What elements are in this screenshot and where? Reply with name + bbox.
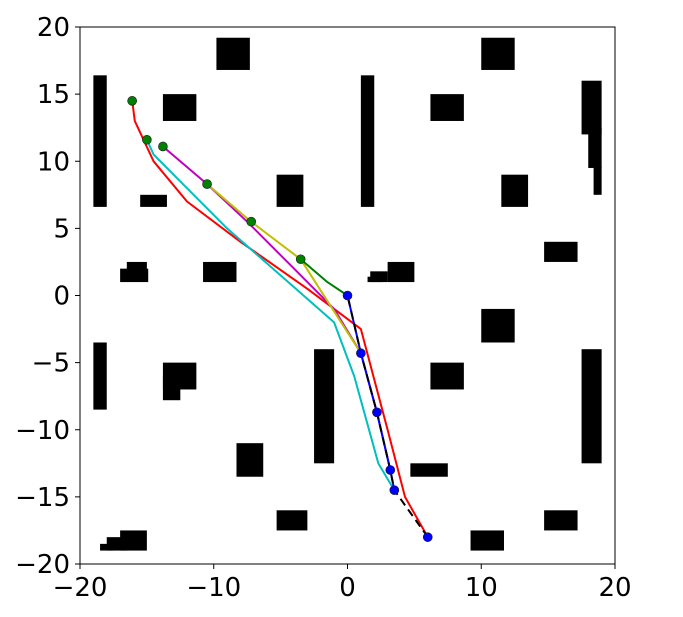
obstacle-3	[162, 94, 197, 121]
obstacle-19	[481, 308, 515, 343]
obstacle-8	[593, 166, 602, 195]
obstacle-15	[203, 261, 237, 283]
x-axis: −20 −10 0 10 20	[53, 564, 632, 603]
y-tick-label-7: −15	[15, 483, 70, 513]
y-tick-label-8: −20	[15, 550, 70, 580]
series-line-3	[206, 183, 362, 355]
obstacle-13	[126, 261, 147, 272]
obstacle-32	[100, 543, 114, 551]
obstacle-17	[367, 276, 383, 283]
waypoint-1-0	[127, 96, 137, 106]
obstacle-4	[360, 75, 375, 207]
obstacle-12	[544, 241, 578, 262]
waypoint-0-2	[372, 407, 382, 418]
series-line-6	[346, 295, 429, 538]
series-layer	[131, 99, 429, 539]
waypoint-0-4	[389, 485, 400, 495]
waypoint-1-2	[158, 141, 168, 152]
y-tick-label-1: 15	[37, 80, 70, 110]
y-tick-label-0: 20	[37, 13, 70, 43]
x-tick-label-0: −20	[53, 573, 108, 603]
obstacle-11	[501, 174, 529, 207]
obstacle-33	[470, 530, 504, 551]
points-layer	[127, 96, 433, 542]
obstacle-2	[93, 75, 107, 207]
obstacle-7	[588, 127, 602, 168]
obstacle-20	[93, 342, 107, 410]
obstacle-0	[216, 37, 250, 70]
y-tick-label-3: 5	[53, 214, 70, 244]
waypoint-1-4	[246, 216, 256, 227]
obstacle-1	[481, 37, 515, 70]
y-tick-label-4: 0	[53, 282, 70, 312]
x-tick-label-4: 20	[598, 573, 631, 603]
waypoint-0-3	[385, 465, 396, 475]
waypoint-1-3	[202, 179, 212, 189]
obstacle-14	[120, 268, 149, 283]
waypoint-1-5	[295, 254, 306, 265]
obstacle-24	[430, 362, 464, 390]
obstacle-6	[581, 80, 602, 135]
series-line-4	[299, 258, 349, 297]
series-line-1	[145, 138, 396, 492]
x-tick-label-3: 10	[465, 573, 498, 603]
obstacle-22	[162, 376, 181, 401]
obstacle-10	[276, 174, 304, 207]
y-axis: 20 15 10 5 0 −5 −10 −15 −20	[15, 13, 80, 580]
waypoint-0-0	[342, 290, 353, 301]
obstacle-26	[236, 443, 264, 477]
obstacle-9	[140, 194, 167, 207]
x-tick-label-2: 0	[339, 573, 356, 603]
y-tick-label-5: −5	[32, 349, 70, 379]
obstacles-layer	[93, 37, 602, 551]
obstacle-23	[314, 349, 335, 464]
waypoint-0-1	[356, 348, 366, 359]
obstacle-28	[276, 510, 308, 531]
obstacle-27	[410, 463, 448, 477]
y-tick-label-2: 10	[37, 147, 70, 177]
waypoint-0-5	[422, 532, 433, 542]
x-tick-label-1: −10	[186, 573, 241, 603]
y-tick-label-6: −10	[15, 416, 70, 446]
waypoint-1-1	[142, 134, 152, 145]
obstacle-18	[387, 261, 415, 283]
obstacle-29	[544, 510, 578, 531]
obstacle-5	[430, 94, 464, 121]
obstacle-25	[581, 349, 602, 464]
